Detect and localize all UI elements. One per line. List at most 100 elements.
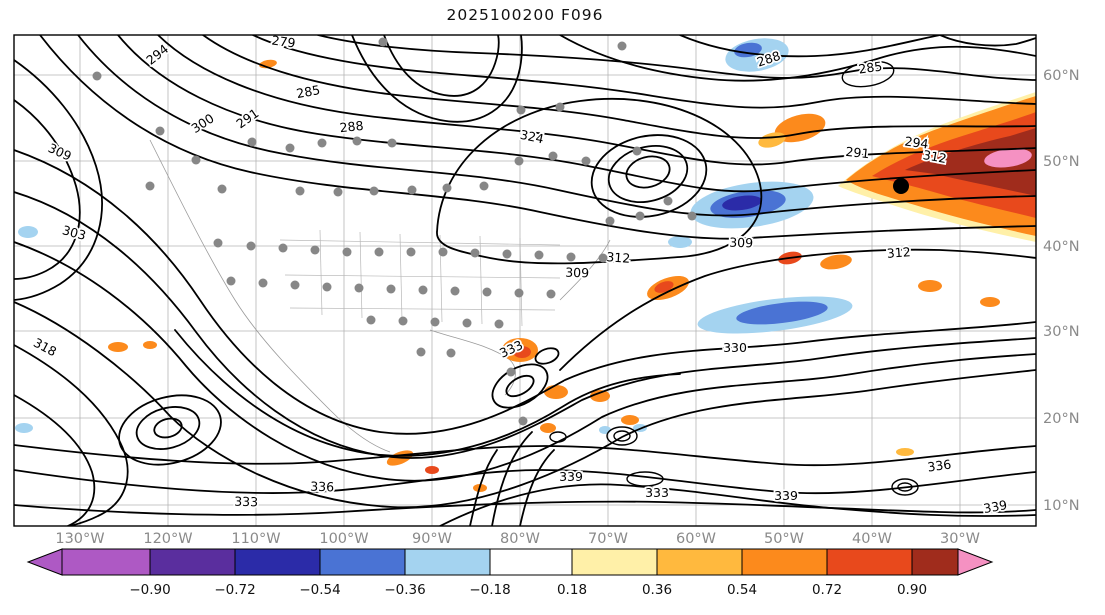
lon-tick-label: 30°W	[940, 531, 980, 547]
colorbar-tick-label: 0.90	[897, 582, 927, 598]
colorbar-tick-label: 0.72	[812, 582, 842, 598]
station-dot	[430, 317, 440, 327]
colorbar-tick-label: −0.90	[129, 582, 170, 598]
station-dot	[213, 238, 223, 248]
station-dot	[546, 289, 556, 299]
station-dot	[446, 348, 456, 358]
station-dot	[92, 71, 102, 81]
colorbar-segment	[404, 548, 491, 576]
station-dot	[226, 276, 236, 286]
colorbar-tick-label: −0.36	[384, 582, 425, 598]
lon-tick-label: 50°W	[764, 531, 804, 547]
station-dot	[258, 278, 268, 288]
colorbar-arrow-left	[26, 548, 63, 576]
lon-tick-label: 70°W	[588, 531, 628, 547]
contour-label: 339	[559, 469, 583, 484]
contour-label: 285	[858, 58, 884, 76]
state-boundaries	[279, 229, 561, 327]
lat-tick-label: 10°N	[1043, 498, 1080, 514]
contour-label: 291	[233, 105, 261, 131]
colorbar-tick-label: 0.36	[642, 582, 672, 598]
station-dot	[687, 211, 697, 221]
axis-tick-labels: 130°W 120°W 110°W 100°W 90°W 80°W 70°W 60°W 50°W…	[55, 68, 1079, 547]
contour-label: 309	[729, 235, 753, 251]
colorbar-segment	[741, 548, 828, 576]
station-dot	[374, 247, 384, 257]
station-dots-layer	[92, 37, 909, 426]
contour-label: 336	[310, 479, 334, 495]
colorbar-segment	[489, 548, 573, 576]
station-dot	[406, 247, 416, 257]
station-dot	[566, 252, 576, 262]
station-dot	[598, 253, 608, 263]
colorbar-tick-label: 0.18	[557, 582, 587, 598]
black-location-marker	[893, 178, 909, 194]
colorbar-segment	[826, 548, 913, 576]
contour-label: 285	[295, 82, 321, 101]
station-dot	[416, 347, 426, 357]
station-dot	[617, 41, 627, 51]
station-dot	[635, 211, 645, 221]
contour-label: 288	[339, 118, 364, 135]
lon-tick-label: 40°W	[852, 531, 892, 547]
contour-label: 324	[519, 127, 546, 147]
station-dot	[663, 196, 673, 206]
station-dot	[322, 282, 332, 292]
lat-tick-label: 50°N	[1043, 154, 1080, 170]
station-dot	[518, 416, 528, 426]
lon-tick-label: 60°W	[676, 531, 716, 547]
contour-label: 300	[188, 110, 216, 136]
station-dot	[247, 137, 257, 147]
station-dot	[516, 105, 526, 115]
contour-label: 339	[982, 497, 1008, 516]
station-dot	[295, 186, 305, 196]
station-dot	[506, 367, 516, 377]
colorbar-segment	[234, 548, 321, 576]
station-dot	[494, 319, 504, 329]
station-dot	[246, 241, 256, 251]
station-dot	[479, 181, 489, 191]
coastline	[149, 139, 611, 453]
colorbar-tick-label: −0.72	[214, 582, 255, 598]
contour-label: 303	[61, 222, 88, 243]
contour-label: 309	[565, 265, 589, 281]
station-dot	[581, 156, 591, 166]
contour-label: 312	[886, 244, 911, 261]
anomaly-shading-layer	[15, 38, 1036, 492]
lat-tick-label: 30°N	[1043, 324, 1080, 340]
colorbar-segment	[319, 548, 406, 576]
lat-tick-label: 60°N	[1043, 68, 1080, 84]
station-dot	[333, 187, 343, 197]
station-dot	[378, 37, 388, 47]
station-dot	[155, 126, 165, 136]
station-dot	[534, 250, 544, 260]
lon-tick-label: 90°W	[412, 531, 452, 547]
contour-label: 333	[645, 485, 669, 500]
station-dot	[387, 138, 397, 148]
colorbar-segment	[571, 548, 658, 576]
station-dot	[278, 243, 288, 253]
station-dot	[450, 286, 460, 296]
colorbar-segment	[149, 548, 236, 576]
station-dot	[290, 280, 300, 290]
colorbar-tick-label: 0.54	[727, 582, 757, 598]
station-dot	[482, 287, 492, 297]
colorbar-tick-label: −0.18	[469, 582, 510, 598]
station-dot	[502, 249, 512, 259]
colorbar-segment	[61, 548, 151, 576]
contour-label: 336	[927, 456, 953, 474]
station-dot	[369, 186, 379, 196]
station-dot	[514, 156, 524, 166]
station-dot	[191, 155, 201, 165]
colorbar-segment	[911, 548, 959, 576]
contour-label: 318	[31, 335, 59, 359]
station-dot	[442, 183, 452, 193]
contour-label: 309	[46, 140, 74, 164]
contour-label: 291	[845, 144, 870, 161]
lon-tick-label: 130°W	[55, 531, 104, 547]
contour-label: 294	[904, 133, 930, 151]
contour-label: 279	[271, 32, 297, 50]
station-dot	[514, 288, 524, 298]
